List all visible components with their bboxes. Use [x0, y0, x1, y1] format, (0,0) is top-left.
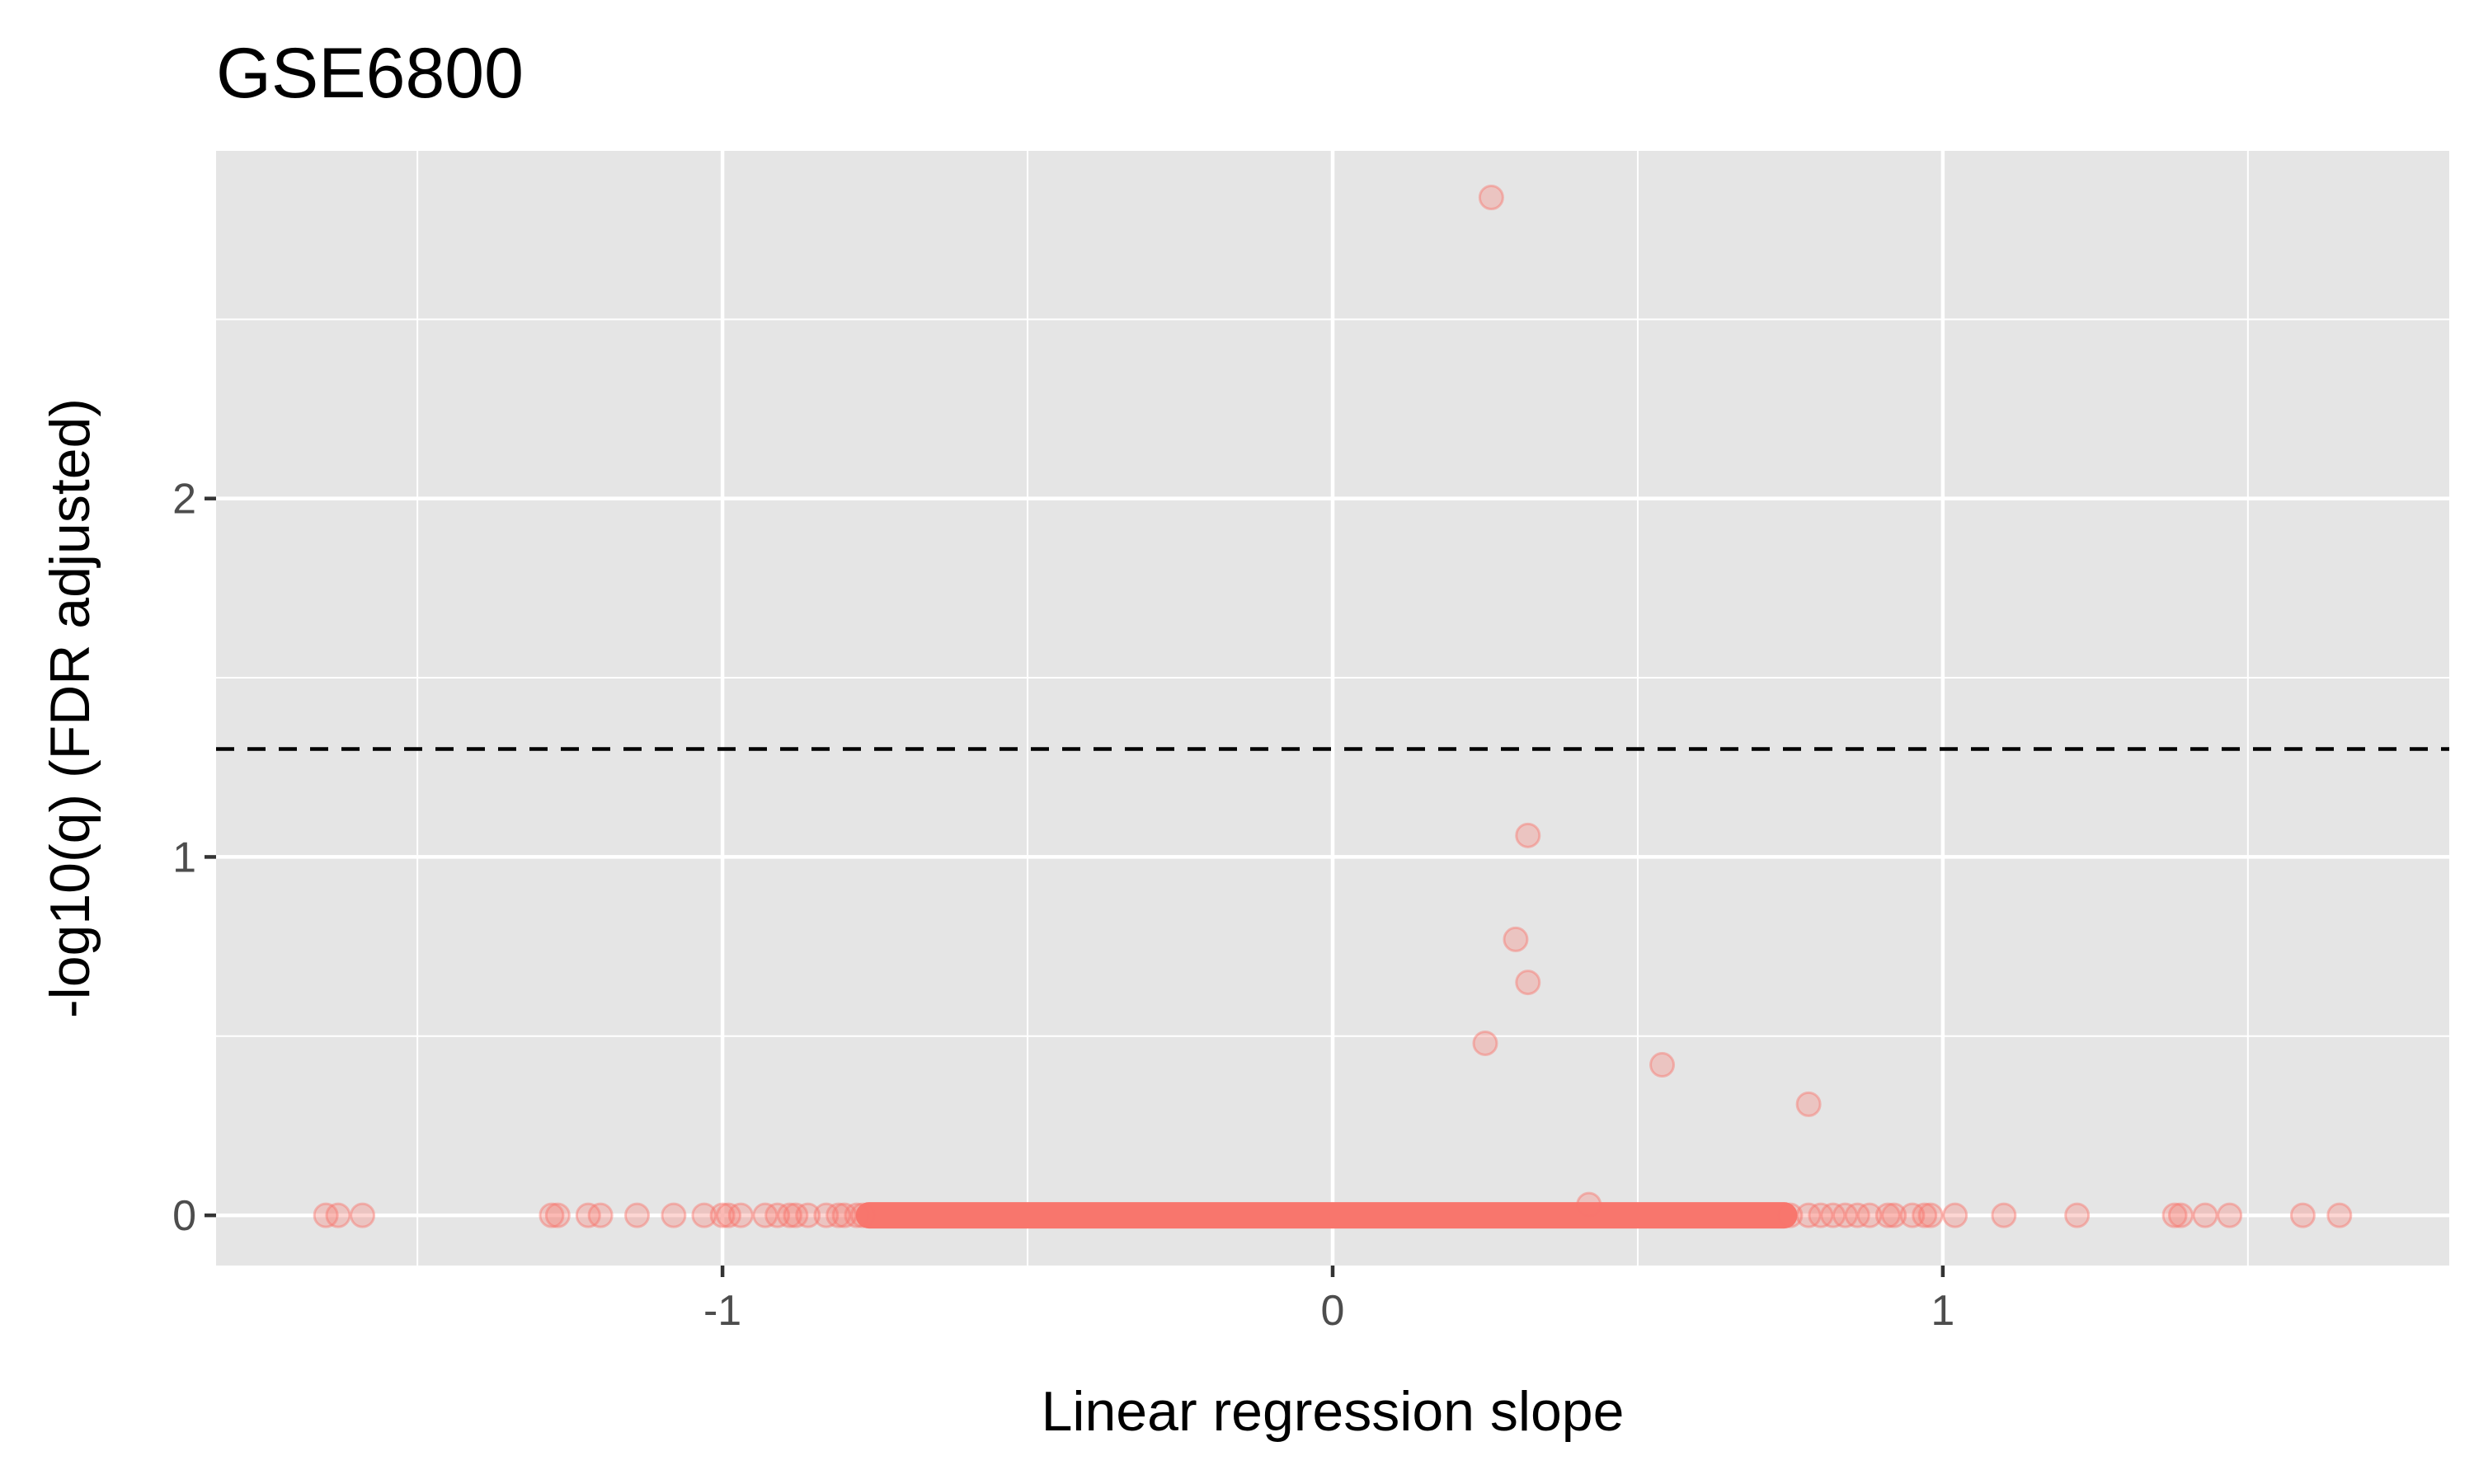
data-point — [776, 1202, 802, 1228]
data-point — [1795, 1202, 1822, 1228]
data-point — [2064, 1202, 2091, 1228]
data-point — [2167, 1202, 2194, 1228]
data-point — [575, 1202, 601, 1228]
data-point — [313, 1202, 339, 1228]
data-point — [2217, 1202, 2243, 1228]
data-point — [1808, 1202, 1834, 1228]
x-axis-title: Linear regression slope — [1042, 1380, 1625, 1443]
data-point — [764, 1202, 791, 1228]
data-point — [1881, 1202, 1907, 1228]
data-point — [2192, 1202, 2218, 1228]
data-point — [1917, 1202, 1944, 1228]
data-point — [1856, 1202, 1883, 1228]
x-tick-label: 1 — [1931, 1287, 1954, 1335]
data-point — [661, 1202, 687, 1228]
data-point — [1576, 1191, 1602, 1218]
data-point — [691, 1202, 717, 1228]
data-point — [2289, 1202, 2316, 1228]
x-tick-label: 0 — [1321, 1287, 1345, 1335]
y-tick-label: 1 — [172, 834, 196, 881]
data-point — [727, 1202, 754, 1228]
data-point — [1795, 1091, 1822, 1117]
data-point — [1649, 1052, 1676, 1078]
data-point — [1942, 1202, 1968, 1228]
y-axis: 0 1 2 — [172, 476, 216, 1240]
data-points — [313, 185, 2353, 1229]
data-point — [1472, 1030, 1498, 1056]
y-tick-label: 0 — [172, 1192, 196, 1240]
data-point — [849, 1202, 876, 1228]
data-point — [1912, 1202, 1938, 1228]
y-axis-title: -log10(q) (FDR adjusted) — [39, 398, 101, 1018]
data-point — [795, 1202, 821, 1228]
data-point — [1515, 822, 1541, 848]
chart-title: GSE6800 — [216, 34, 524, 113]
data-point — [350, 1202, 376, 1228]
data-point — [539, 1202, 565, 1228]
data-point — [1844, 1202, 1870, 1228]
data-point — [624, 1202, 651, 1228]
data-point — [783, 1202, 809, 1228]
y-tick-label: 2 — [172, 476, 196, 524]
data-point — [1515, 970, 1541, 996]
x-tick-label: -1 — [703, 1287, 741, 1335]
data-point — [1991, 1202, 2017, 1228]
data-point — [709, 1202, 736, 1228]
data-point — [2326, 1202, 2353, 1228]
data-point — [587, 1202, 614, 1228]
data-point — [1832, 1202, 1859, 1228]
data-point — [544, 1202, 571, 1228]
data-point — [1503, 926, 1529, 952]
data-point — [1899, 1202, 1926, 1228]
data-point — [752, 1202, 778, 1228]
data-point — [813, 1202, 840, 1228]
data-point — [1478, 185, 1504, 211]
data-point — [1874, 1202, 1901, 1228]
data-point — [825, 1202, 852, 1228]
data-point — [2161, 1202, 2188, 1228]
data-point — [831, 1202, 858, 1228]
data-point — [1820, 1202, 1846, 1228]
data-point — [1777, 1202, 1804, 1228]
data-point — [716, 1202, 742, 1228]
data-point — [844, 1202, 870, 1228]
data-point — [325, 1202, 351, 1228]
x-axis: -1 0 1 — [703, 1266, 1954, 1335]
